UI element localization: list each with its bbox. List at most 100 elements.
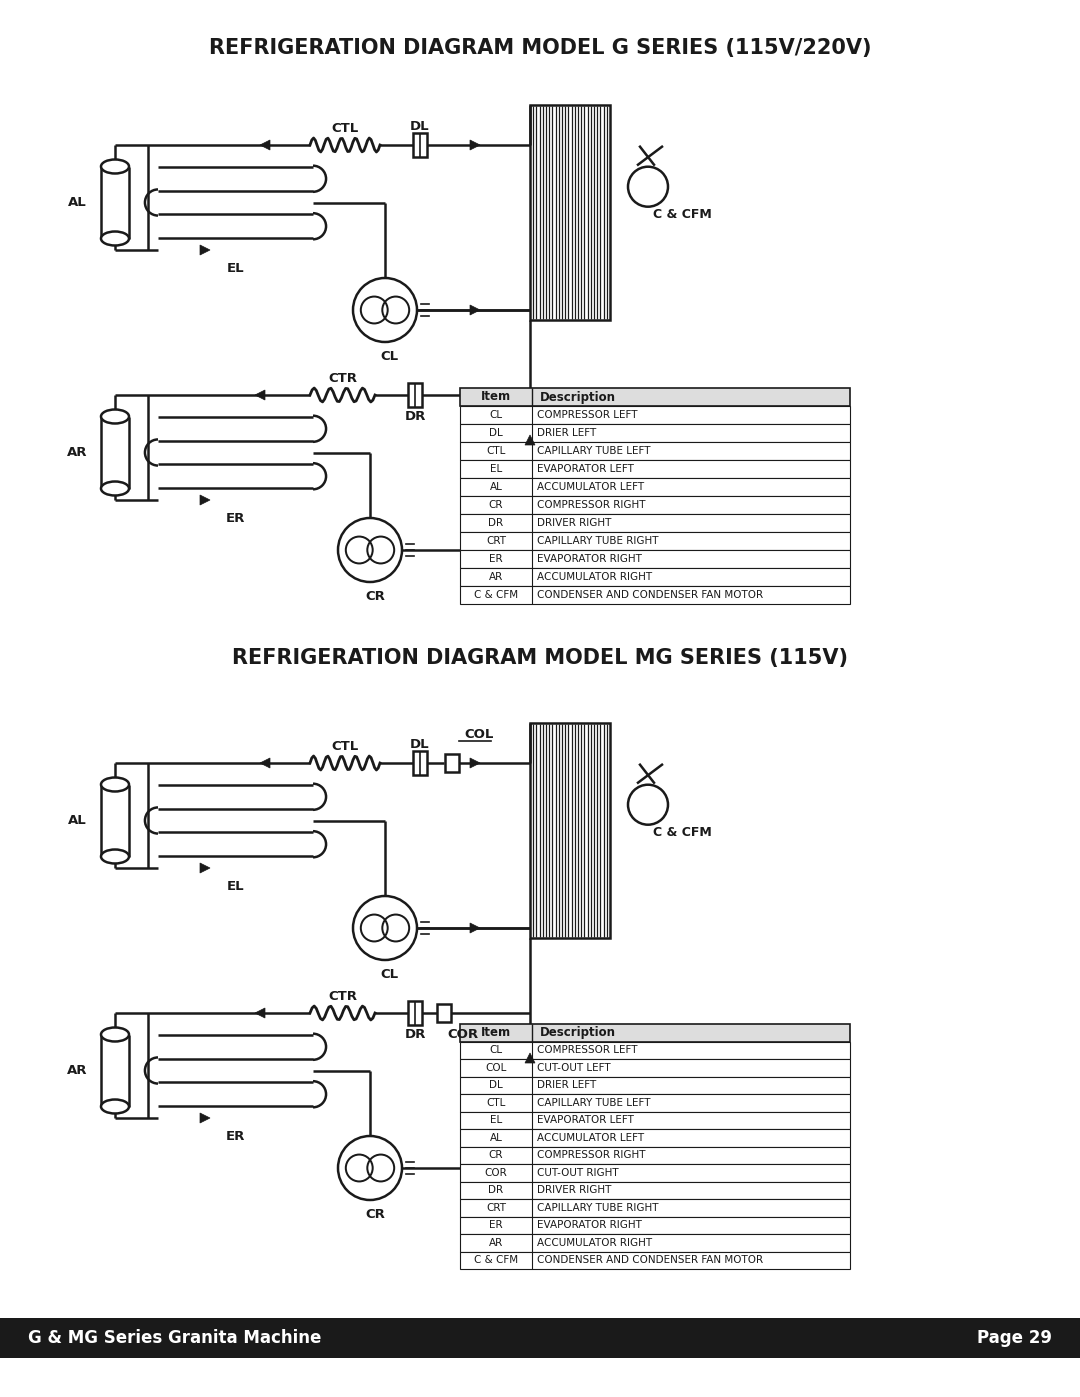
- Text: CAPILLARY TUBE LEFT: CAPILLARY TUBE LEFT: [537, 446, 650, 455]
- Text: EVAPORATOR LEFT: EVAPORATOR LEFT: [537, 1115, 634, 1125]
- Bar: [460, 478, 850, 496]
- Polygon shape: [470, 923, 480, 933]
- Polygon shape: [525, 434, 535, 446]
- Text: ACCUMULATOR LEFT: ACCUMULATOR LEFT: [537, 1133, 644, 1143]
- Bar: [460, 496, 850, 514]
- Text: DR: DR: [488, 1185, 503, 1196]
- Ellipse shape: [102, 482, 129, 496]
- Text: DL: DL: [410, 120, 430, 134]
- Text: CL: CL: [489, 409, 502, 420]
- Polygon shape: [200, 495, 210, 504]
- Text: CR: CR: [365, 590, 384, 602]
- Bar: [460, 1059, 850, 1077]
- Polygon shape: [470, 305, 480, 314]
- Text: ER: ER: [489, 555, 503, 564]
- Bar: [460, 1234, 850, 1252]
- Text: C & CFM: C & CFM: [653, 826, 712, 840]
- Text: AR: AR: [489, 1238, 503, 1248]
- Ellipse shape: [102, 849, 129, 863]
- Text: CONDENSER AND CONDENSER FAN MOTOR: CONDENSER AND CONDENSER FAN MOTOR: [537, 1256, 764, 1266]
- Text: C & CFM: C & CFM: [474, 1256, 518, 1266]
- Bar: [460, 1164, 850, 1182]
- Text: AL: AL: [68, 196, 86, 210]
- Bar: [460, 1094, 850, 1112]
- Text: AL: AL: [68, 814, 86, 827]
- Text: EL: EL: [490, 1115, 502, 1125]
- Text: REFRIGERATION DIAGRAM MODEL MG SERIES (115V): REFRIGERATION DIAGRAM MODEL MG SERIES (1…: [232, 648, 848, 668]
- Text: CUT-OUT LEFT: CUT-OUT LEFT: [537, 1063, 610, 1073]
- Text: EL: EL: [227, 880, 244, 893]
- Text: Page 29: Page 29: [977, 1329, 1052, 1347]
- Text: COMPRESSOR LEFT: COMPRESSOR LEFT: [537, 1045, 637, 1055]
- Text: REFRIGERATION DIAGRAM MODEL G SERIES (115V/220V): REFRIGERATION DIAGRAM MODEL G SERIES (11…: [208, 38, 872, 59]
- Polygon shape: [255, 390, 265, 400]
- Bar: [460, 425, 850, 441]
- Bar: [460, 1042, 850, 1059]
- Text: AR: AR: [67, 446, 87, 460]
- Text: Item: Item: [481, 1027, 511, 1039]
- Text: CTR: CTR: [328, 990, 357, 1003]
- Text: ER: ER: [226, 1130, 245, 1143]
- Text: DRIVER RIGHT: DRIVER RIGHT: [537, 518, 611, 528]
- Bar: [460, 1129, 850, 1147]
- Text: ACCUMULATOR RIGHT: ACCUMULATOR RIGHT: [537, 1238, 652, 1248]
- Text: EVAPORATOR RIGHT: EVAPORATOR RIGHT: [537, 555, 642, 564]
- Polygon shape: [255, 1009, 265, 1018]
- Bar: [437, 1004, 451, 1023]
- Text: ER: ER: [489, 1220, 503, 1231]
- Text: CR: CR: [489, 1150, 503, 1161]
- Ellipse shape: [102, 409, 129, 423]
- Text: COMPRESSOR RIGHT: COMPRESSOR RIGHT: [537, 1150, 646, 1161]
- Bar: [460, 569, 850, 585]
- Text: AR: AR: [489, 571, 503, 583]
- Bar: [460, 585, 850, 604]
- Text: CR: CR: [489, 500, 503, 510]
- Text: CTR: CTR: [328, 373, 357, 386]
- Bar: [460, 1077, 850, 1094]
- Text: CL: CL: [380, 349, 399, 362]
- Bar: [460, 388, 850, 407]
- Polygon shape: [260, 759, 270, 768]
- Bar: [530, 105, 610, 320]
- Text: COMPRESSOR LEFT: COMPRESSOR LEFT: [537, 409, 637, 420]
- Text: CTL: CTL: [332, 740, 359, 753]
- Polygon shape: [260, 140, 270, 149]
- Text: DR: DR: [488, 518, 503, 528]
- Polygon shape: [470, 759, 480, 768]
- Bar: [460, 1217, 850, 1234]
- Text: CONDENSER AND CONDENSER FAN MOTOR: CONDENSER AND CONDENSER FAN MOTOR: [537, 590, 764, 599]
- Text: AL: AL: [489, 482, 502, 492]
- Ellipse shape: [102, 778, 129, 792]
- Text: CR: CR: [365, 1207, 384, 1221]
- Ellipse shape: [102, 232, 129, 246]
- Text: AR: AR: [67, 1065, 87, 1077]
- Text: Item: Item: [481, 391, 511, 404]
- Polygon shape: [470, 140, 480, 149]
- Bar: [460, 532, 850, 550]
- Text: EVAPORATOR RIGHT: EVAPORATOR RIGHT: [537, 1220, 642, 1231]
- Text: Description: Description: [540, 391, 616, 404]
- Bar: [460, 1112, 850, 1129]
- Text: CL: CL: [380, 968, 399, 981]
- Bar: [413, 752, 427, 775]
- Text: COR: COR: [447, 1028, 478, 1042]
- Text: EVAPORATOR LEFT: EVAPORATOR LEFT: [537, 464, 634, 474]
- Text: CTL: CTL: [486, 446, 505, 455]
- Bar: [460, 550, 850, 569]
- Text: CL: CL: [489, 1045, 502, 1055]
- Text: DR: DR: [404, 1028, 426, 1042]
- Bar: [460, 1147, 850, 1164]
- Bar: [0, 1317, 1080, 1358]
- Text: COL: COL: [485, 1063, 507, 1073]
- Bar: [408, 383, 422, 407]
- Text: ACCUMULATOR RIGHT: ACCUMULATOR RIGHT: [537, 571, 652, 583]
- Polygon shape: [200, 863, 210, 873]
- Text: CAPILLARY TUBE RIGHT: CAPILLARY TUBE RIGHT: [537, 1203, 659, 1213]
- Text: CUT-OUT RIGHT: CUT-OUT RIGHT: [537, 1168, 619, 1178]
- Bar: [460, 460, 850, 478]
- Text: DRIVER RIGHT: DRIVER RIGHT: [537, 1185, 611, 1196]
- Text: COMPRESSOR RIGHT: COMPRESSOR RIGHT: [537, 500, 646, 510]
- Text: CRT: CRT: [486, 1203, 507, 1213]
- Text: ER: ER: [226, 511, 245, 524]
- Bar: [408, 1002, 422, 1025]
